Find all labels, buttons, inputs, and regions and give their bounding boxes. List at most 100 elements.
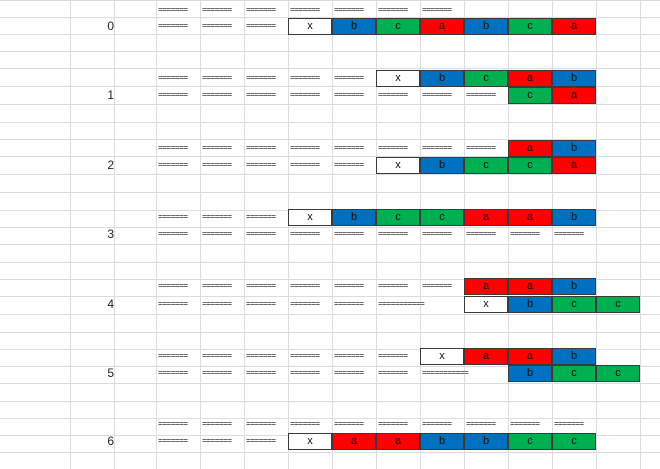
dash-separator: =======	[246, 352, 276, 361]
cell-c[interactable]: c	[376, 209, 420, 226]
dash-separator: =======	[422, 420, 452, 429]
cell-a[interactable]: a	[464, 348, 508, 365]
cell-b[interactable]: b	[464, 433, 508, 450]
dash-separator: =======	[510, 420, 540, 429]
dash-separator: =======	[334, 300, 364, 309]
cell-a[interactable]: a	[508, 140, 552, 157]
cell-b[interactable]: b	[552, 278, 596, 295]
grid-row-line	[0, 122, 660, 123]
grid-column-line	[596, 0, 597, 469]
grid-row-line	[0, 262, 660, 263]
dash-separator: =======	[202, 22, 232, 31]
dash-separator: =======	[290, 352, 320, 361]
dash-separator: =======	[378, 352, 408, 361]
cell-c[interactable]: c	[508, 87, 552, 104]
cell-x[interactable]: x	[420, 348, 464, 365]
dash-separator: =======	[334, 74, 364, 83]
row-label: 5	[107, 366, 114, 380]
cell-b[interactable]: b	[552, 140, 596, 157]
grid-row-line	[0, 227, 660, 228]
cell-b[interactable]: b	[420, 433, 464, 450]
cell-b[interactable]: b	[508, 296, 552, 313]
dash-separator: ===========	[378, 300, 425, 309]
cell-c[interactable]: c	[552, 365, 596, 382]
cell-b[interactable]: b	[552, 70, 596, 87]
dash-separator: =======	[158, 144, 188, 153]
dash-separator: =======	[246, 6, 276, 15]
dash-separator: =======	[158, 91, 188, 100]
cell-a[interactable]: a	[552, 157, 596, 174]
dash-separator: =======	[290, 144, 320, 153]
grid-row-line	[0, 279, 660, 280]
cell-a[interactable]: a	[508, 209, 552, 226]
cell-a[interactable]: a	[464, 278, 508, 295]
dash-separator: =======	[158, 420, 188, 429]
dash-separator: =======	[290, 369, 320, 378]
cell-a[interactable]: a	[376, 433, 420, 450]
dash-separator: =======	[158, 369, 188, 378]
cell-c[interactable]: c	[552, 296, 596, 313]
dash-separator: =======	[158, 22, 188, 31]
cell-b[interactable]: b	[552, 209, 596, 226]
cell-c[interactable]: c	[596, 296, 640, 313]
dash-separator: =======	[466, 91, 496, 100]
cell-x[interactable]: x	[288, 433, 332, 450]
dash-separator: =======	[158, 213, 188, 222]
grid-column-line	[288, 0, 289, 469]
cell-b[interactable]: b	[552, 348, 596, 365]
dash-separator: =======	[246, 282, 276, 291]
cell-c[interactable]: c	[464, 70, 508, 87]
cell-a[interactable]: a	[508, 278, 552, 295]
grid-row-line	[0, 296, 660, 297]
grid-column-line	[640, 0, 641, 469]
cell-c[interactable]: c	[420, 209, 464, 226]
dash-separator: =======	[158, 437, 188, 446]
dash-separator: =======	[202, 91, 232, 100]
cell-x[interactable]: x	[376, 157, 420, 174]
grid-row-line	[0, 314, 660, 315]
cell-a[interactable]: a	[508, 70, 552, 87]
dash-separator: =======	[334, 161, 364, 170]
cell-c[interactable]: c	[508, 433, 552, 450]
dash-separator: =======	[246, 437, 276, 446]
cell-a[interactable]: a	[332, 433, 376, 450]
cell-x[interactable]: x	[376, 70, 420, 87]
cell-b[interactable]: b	[332, 18, 376, 35]
cell-a[interactable]: a	[464, 209, 508, 226]
dash-separator: =======	[246, 144, 276, 153]
cell-a[interactable]: a	[552, 87, 596, 104]
cell-c[interactable]: c	[552, 433, 596, 450]
row-label: 2	[107, 158, 114, 172]
cell-x[interactable]: x	[288, 18, 332, 35]
dash-separator: =======	[422, 144, 452, 153]
dash-separator: =======	[466, 230, 496, 239]
cell-c[interactable]: c	[376, 18, 420, 35]
dash-separator: =======	[246, 91, 276, 100]
dash-separator: =======	[290, 6, 320, 15]
grid-row-line	[0, 244, 660, 245]
cell-c[interactable]: c	[464, 157, 508, 174]
cell-x[interactable]: x	[288, 209, 332, 226]
grid-row-line	[0, 68, 660, 69]
cell-a[interactable]: a	[552, 18, 596, 35]
cell-b[interactable]: b	[508, 365, 552, 382]
dash-separator: =======	[202, 6, 232, 15]
cell-a[interactable]: a	[508, 348, 552, 365]
cell-c[interactable]: c	[508, 18, 552, 35]
cell-a[interactable]: a	[420, 18, 464, 35]
cell-b[interactable]: b	[420, 70, 464, 87]
cell-b[interactable]: b	[420, 157, 464, 174]
cell-c[interactable]: c	[508, 157, 552, 174]
dash-separator: =======	[158, 161, 188, 170]
cell-x[interactable]: x	[464, 296, 508, 313]
dash-separator: =======	[378, 144, 408, 153]
cell-b[interactable]: b	[464, 18, 508, 35]
dash-separator: =======	[246, 161, 276, 170]
cell-c[interactable]: c	[596, 365, 640, 382]
cell-b[interactable]: b	[332, 209, 376, 226]
grid-row-line	[0, 192, 660, 193]
dash-separator: =======	[202, 144, 232, 153]
dash-separator: =======	[290, 161, 320, 170]
dash-separator: =======	[554, 230, 584, 239]
